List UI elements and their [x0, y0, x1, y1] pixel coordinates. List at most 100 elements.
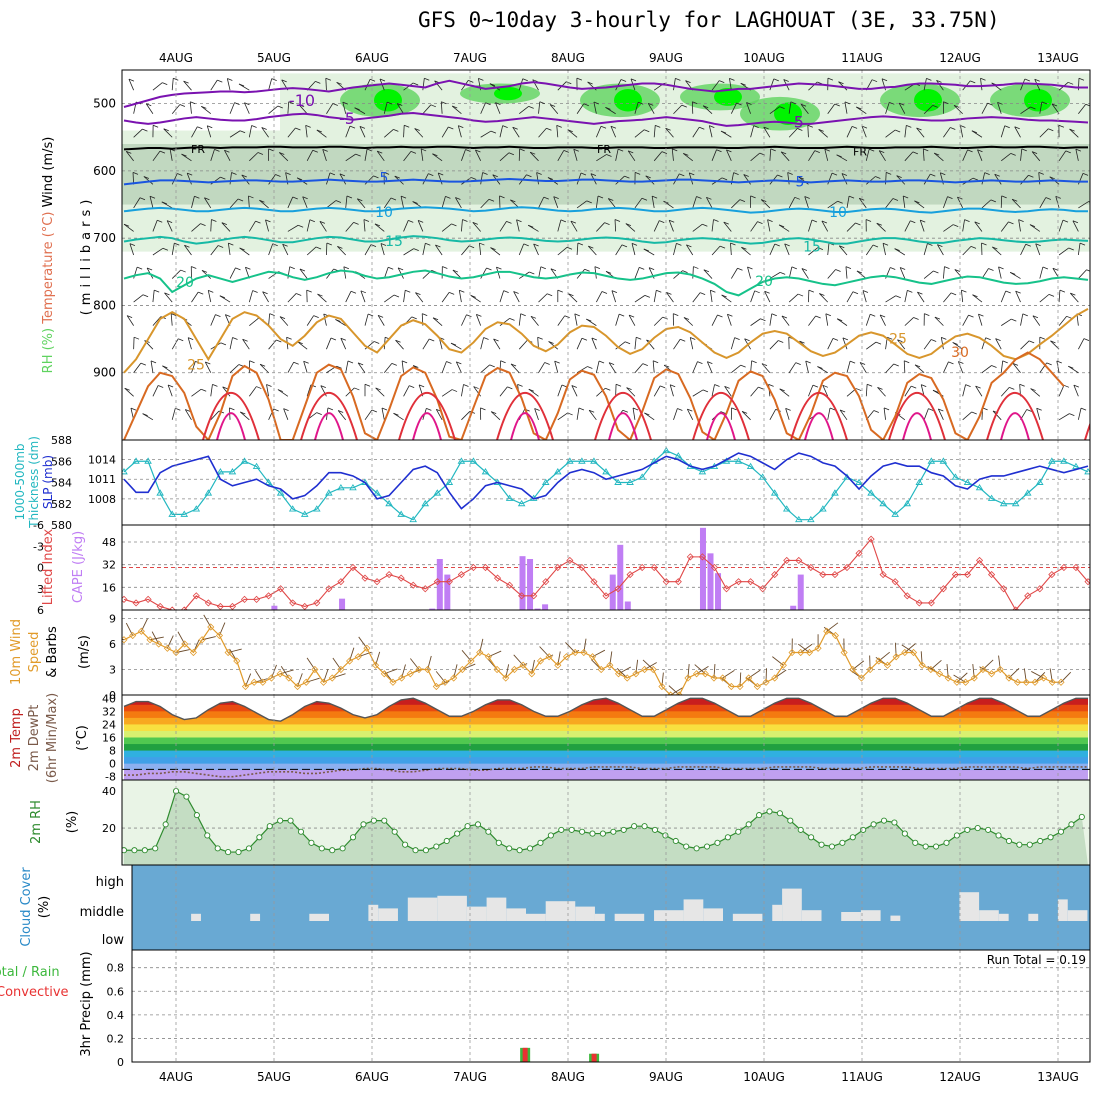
wind-barb-flag	[780, 272, 785, 274]
isotherm-label: 25	[889, 331, 907, 347]
wind-barb	[963, 315, 969, 325]
isotherm-label: FR	[597, 143, 611, 156]
wind-barb	[304, 361, 308, 372]
slp-area	[121, 448, 1091, 522]
upper-air-ylabel-part: Temperature (°C)	[41, 212, 56, 325]
temp-ylabel: 2m Temp	[9, 708, 24, 768]
wind-barb-flag	[874, 410, 879, 412]
wind-barb-flag	[344, 267, 349, 269]
wind-barb-flag	[1047, 363, 1052, 365]
wind-barb	[924, 409, 928, 420]
wind-barb	[1037, 408, 1040, 420]
wind-barb	[943, 267, 944, 279]
cloud-bar	[487, 898, 507, 921]
rh2m-point	[517, 848, 522, 853]
wind-barb-flag	[894, 364, 899, 366]
rh2m-point	[538, 840, 543, 845]
wind-barb-flag	[616, 384, 621, 386]
temp-band	[122, 744, 1090, 751]
wind-barb-flag	[1009, 387, 1014, 389]
y-tick-label: 600	[93, 164, 116, 178]
wind-barb-flag	[307, 290, 312, 292]
wind-barb-flag	[1029, 341, 1034, 343]
y-tick-label: 900	[93, 366, 116, 380]
cloud-bg	[132, 865, 1090, 950]
wind-ylabel: (m/s)	[77, 635, 92, 669]
thickness-label-2: Thickness (dm)	[27, 436, 41, 529]
wind-barb-flag	[538, 337, 543, 339]
cape-bar	[700, 528, 706, 610]
cloud-bar	[841, 912, 861, 921]
cloud-tick-label: high	[96, 875, 124, 890]
wind-barb-flag	[809, 290, 814, 292]
wind-barb-flag	[290, 267, 295, 269]
wind-barb-flag	[813, 385, 818, 387]
wind-barb	[654, 290, 656, 302]
wind-barb-flag	[1011, 319, 1016, 321]
wind-barb-flag	[653, 361, 658, 363]
rh2m-point	[590, 831, 595, 836]
wind-barb	[863, 291, 866, 303]
wind-barb	[866, 314, 870, 325]
wind-barb-flag	[933, 271, 938, 273]
wind-barb-flag	[579, 408, 584, 410]
cloud-tick-label: low	[102, 933, 125, 948]
wind-barb	[789, 294, 798, 302]
cloud-bar	[999, 914, 1009, 921]
wind-barb	[208, 290, 210, 302]
temp-ylabel: 2m DewPt	[27, 705, 42, 772]
rh2m-point	[756, 813, 761, 818]
wind-barb-flag	[547, 294, 552, 296]
wind-barb	[846, 267, 847, 279]
wind-barb	[905, 317, 914, 325]
run-total-label: Run Total = 0.19	[987, 953, 1086, 967]
wind-barb-flag	[836, 269, 841, 271]
wind-barb-flag	[221, 343, 226, 345]
wind-barb-flag	[521, 314, 526, 316]
wind-barb	[1078, 339, 1084, 350]
wind-barb-flag	[1020, 384, 1025, 386]
rh-blob-bright	[614, 89, 642, 111]
wind-barb-flag	[796, 363, 801, 365]
wind-barb-flag	[212, 384, 217, 386]
wind-barb-flag	[717, 315, 722, 317]
cloud-bar	[437, 896, 467, 921]
rh2m-point	[486, 829, 491, 834]
wind-barb-flag	[235, 268, 240, 270]
isotherm-label: 5	[380, 171, 389, 187]
date-label-bottom: 9AUG	[649, 1070, 683, 1084]
wind-barb-flag	[565, 316, 570, 318]
wind-barb-flag	[663, 317, 668, 319]
wind-barb-flag	[677, 408, 682, 410]
isotherm-label: -5	[339, 109, 355, 128]
wind-barb-flag	[518, 384, 523, 386]
isotherm-40	[1001, 413, 1029, 440]
isotherm-35	[497, 393, 553, 440]
wind-barb-flag	[463, 384, 468, 386]
wind-barb	[211, 80, 218, 90]
lifted-area	[121, 528, 1100, 613]
rh2m-point	[465, 824, 470, 829]
wind-barb-flag	[758, 387, 763, 389]
wind-barb-flag	[660, 386, 665, 388]
cloud-bar	[368, 905, 378, 921]
rh2m-point	[205, 833, 210, 838]
rh2m-point	[871, 822, 876, 827]
wind-barb-flag	[904, 361, 909, 363]
wind-barb-flag	[1023, 314, 1028, 316]
wind-barb-flag	[673, 314, 678, 316]
wind-barb	[500, 387, 507, 396]
rh2m-point	[923, 844, 928, 849]
wind-barb-flag	[181, 270, 186, 272]
wind-barb	[693, 390, 703, 396]
wind-barb-flag	[911, 386, 916, 388]
wind-barb	[635, 295, 645, 302]
cape-bar	[617, 545, 623, 610]
wind-barb	[575, 314, 577, 326]
wind-barb	[1001, 361, 1002, 373]
cloud-bar	[526, 914, 546, 921]
wind-barb-flag	[870, 314, 875, 316]
slp-tick-label: 1008	[88, 493, 116, 506]
temp-band	[122, 724, 1090, 731]
wind-barb	[402, 361, 403, 373]
